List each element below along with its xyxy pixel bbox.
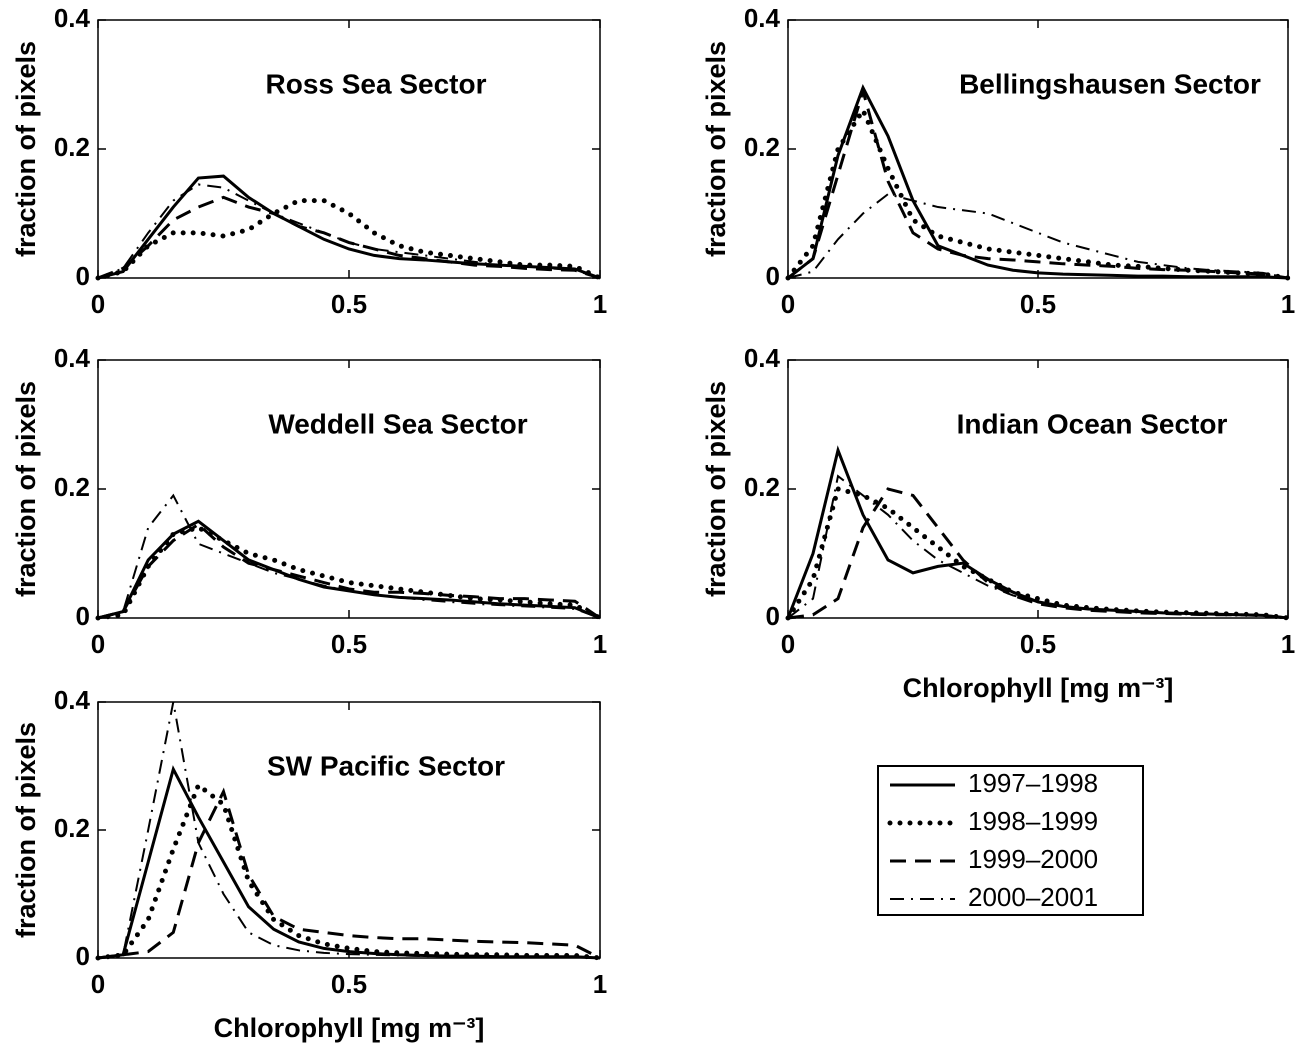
- x-tick-label: 0: [91, 629, 105, 659]
- x-tick-label: 0: [91, 969, 105, 999]
- x-axis-label: Chlorophyll [mg m⁻³]: [903, 673, 1174, 703]
- series-line: [97, 493, 601, 619]
- series-line: [787, 487, 1289, 620]
- panel-title: Bellingshausen Sector: [959, 68, 1261, 99]
- y-tick-label: 0: [76, 941, 90, 971]
- y-axis-label: fraction of pixels: [701, 381, 731, 597]
- x-tick-label: 1: [593, 289, 607, 319]
- y-tick-label: 0: [766, 601, 780, 631]
- series-line: [97, 174, 601, 280]
- y-tick-label: 0.2: [744, 472, 780, 502]
- series-line: [97, 701, 601, 959]
- panel-title: Weddell Sea Sector: [268, 408, 527, 439]
- y-tick-label: 0: [766, 261, 780, 291]
- panel-title: Indian Ocean Sector: [957, 408, 1228, 439]
- y-axis-label: fraction of pixels: [11, 41, 41, 257]
- y-tick-label: 0: [76, 601, 90, 631]
- y-tick-label: 0.2: [54, 132, 90, 162]
- series-line: [97, 183, 601, 279]
- x-tick-label: 0.5: [331, 969, 367, 999]
- x-tick-label: 0: [781, 289, 795, 319]
- y-tick-label: 0.2: [744, 132, 780, 162]
- y-tick-label: 0.4: [54, 3, 91, 33]
- series-line: [97, 522, 601, 620]
- y-tick-label: 0.2: [54, 472, 90, 502]
- panel-title: Ross Sea Sector: [266, 68, 487, 99]
- series-line: [785, 105, 1291, 281]
- y-axis-label: fraction of pixels: [11, 381, 41, 597]
- x-tick-label: 1: [593, 969, 607, 999]
- x-tick-label: 0.5: [331, 629, 367, 659]
- x-tick-label: 0.5: [331, 289, 367, 319]
- series-line: [786, 445, 1289, 620]
- y-axis-label: fraction of pixels: [701, 41, 731, 257]
- y-tick-label: 0.4: [54, 685, 91, 715]
- series-line: [787, 85, 1289, 280]
- x-tick-label: 1: [1281, 629, 1295, 659]
- legend-label: 1998–1999: [968, 806, 1098, 836]
- axes-box: [97, 359, 601, 619]
- series-line: [787, 474, 1289, 619]
- axes-box: [97, 19, 601, 279]
- series-line: [95, 781, 603, 961]
- y-tick-label: 0: [76, 261, 90, 291]
- legend-label: 2000–2001: [968, 882, 1098, 912]
- x-tick-label: 0: [91, 289, 105, 319]
- y-axis-label: fraction of pixels: [11, 722, 41, 938]
- series-line: [95, 198, 603, 281]
- axes-box: [97, 701, 601, 959]
- y-tick-label: 0.4: [54, 343, 91, 373]
- x-tick-label: 1: [593, 629, 607, 659]
- panel-title: SW Pacific Sector: [267, 750, 505, 781]
- x-tick-label: 1: [1281, 289, 1295, 319]
- legend-label: 1999–2000: [968, 844, 1098, 874]
- x-tick-label: 0.5: [1020, 629, 1056, 659]
- y-tick-label: 0.2: [54, 813, 90, 843]
- x-tick-label: 0.5: [1020, 289, 1056, 319]
- series-line: [787, 84, 1289, 280]
- axes-box: [787, 19, 1289, 279]
- x-axis-label: Chlorophyll [mg m⁻³]: [214, 1013, 485, 1043]
- legend-box: [877, 765, 1144, 916]
- series-line: [97, 787, 601, 960]
- y-tick-label: 0.4: [744, 343, 781, 373]
- axes-box: [787, 359, 1289, 619]
- series-line: [95, 525, 603, 621]
- series-line: [787, 193, 1289, 279]
- legend-label: 1997–1998: [968, 768, 1098, 798]
- y-tick-label: 0.4: [744, 3, 781, 33]
- x-tick-label: 0: [781, 629, 795, 659]
- series-line: [785, 485, 1291, 621]
